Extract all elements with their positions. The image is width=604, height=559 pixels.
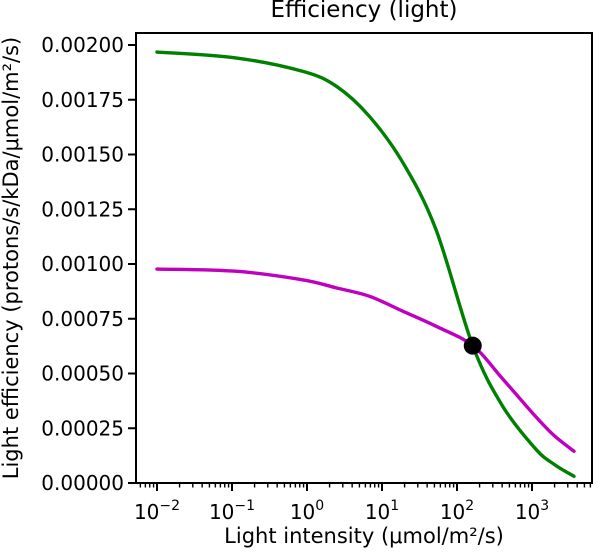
- y-tick-label: 0.00050: [41, 362, 124, 386]
- x-tick-label: 10−1: [209, 498, 255, 524]
- series-magenta-curve: [155, 267, 576, 453]
- series-green-curve: [155, 50, 576, 478]
- x-tick-label: 103: [515, 498, 549, 524]
- intersection-marker: [463, 336, 482, 355]
- y-tick-label: 0.00100: [41, 252, 124, 276]
- y-axis-label: Light efficiency (protons/s/kDa/μmol/m²/…: [0, 36, 23, 480]
- y-tick-label: 0.00150: [41, 143, 124, 167]
- y-tick-label: 0.00075: [41, 307, 124, 331]
- x-tick-label: 101: [365, 498, 399, 524]
- y-tick-label: 0.00200: [41, 33, 124, 57]
- y-tick-label: 0.00175: [41, 88, 124, 112]
- x-tick-label: 10−2: [134, 498, 180, 524]
- plot-box: [135, 32, 593, 484]
- x-tick-label: 100: [290, 498, 324, 524]
- x-axis-label: Light intensity (μmol/m²/s): [224, 524, 504, 548]
- y-tick-label: 0.00025: [41, 416, 124, 440]
- y-tick-label: 0.00000: [41, 471, 124, 495]
- chart-title: Efficiency (light): [270, 0, 458, 23]
- x-tick-label: 102: [440, 498, 474, 524]
- y-tick-label: 0.00125: [41, 197, 124, 221]
